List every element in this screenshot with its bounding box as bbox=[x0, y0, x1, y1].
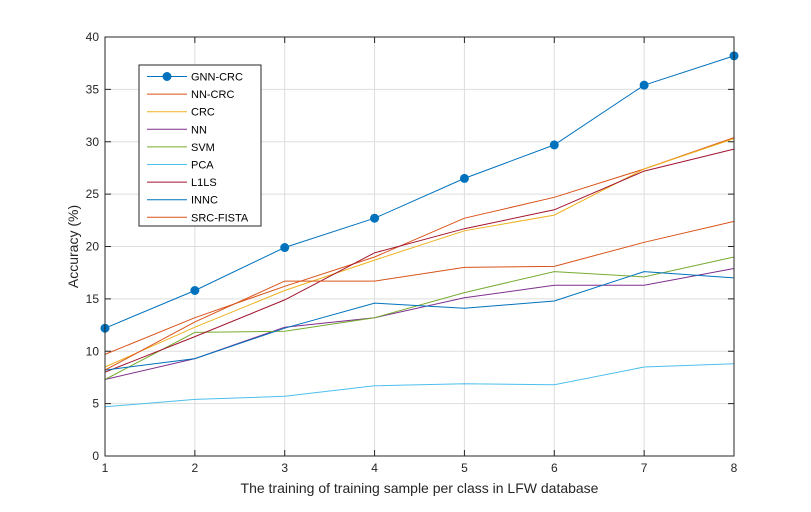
x-tick-label: 2 bbox=[192, 461, 199, 475]
legend-label-innc: INNC bbox=[191, 195, 218, 207]
y-tick-label: 30 bbox=[86, 135, 100, 149]
series-line-l1ls bbox=[104, 148, 735, 373]
legend-box bbox=[138, 64, 262, 227]
series-line-src-fista bbox=[104, 220, 735, 371]
legend-label-src-fista: SRC-FISTA bbox=[191, 212, 249, 224]
y-tick-label: 0 bbox=[92, 449, 99, 463]
x-tick-label: 8 bbox=[731, 461, 738, 475]
y-tick-label: 25 bbox=[86, 187, 100, 201]
x-tick-label: 3 bbox=[281, 461, 288, 475]
series-line-gnn-crc bbox=[104, 55, 735, 329]
x-tick-label: 6 bbox=[551, 461, 558, 475]
x-tick-label: 7 bbox=[641, 461, 648, 475]
data-point-gnn-crc bbox=[459, 173, 469, 183]
data-point-gnn-crc bbox=[280, 243, 290, 253]
legend: GNN-CRC NN-CRC CRC NN SVM PCA L1LS INNC SRC-FIST… bbox=[138, 64, 262, 227]
data-point-gnn-crc bbox=[639, 80, 649, 90]
x-tick-label: 1 bbox=[102, 461, 109, 475]
series-line-pca bbox=[104, 363, 735, 408]
x-tick-label: 5 bbox=[461, 461, 468, 475]
legend-label-svm: SVM bbox=[191, 142, 215, 154]
legend-label-l1ls: L1LS bbox=[191, 177, 217, 189]
y-axis-title: Accuracy (%) bbox=[65, 205, 81, 288]
y-tick-label: 20 bbox=[86, 240, 100, 254]
x-axis-ticks: 1 2 3 4 5 6 7 8 bbox=[102, 37, 738, 475]
legend-label-pca: PCA bbox=[191, 160, 214, 172]
x-tick-label: 4 bbox=[371, 461, 378, 475]
series-line-nn-crc bbox=[104, 137, 735, 355]
data-point-gnn-crc bbox=[549, 140, 559, 150]
series-line-innc bbox=[104, 271, 735, 371]
data-point-gnn-crc bbox=[370, 213, 380, 223]
data-point-gnn-crc bbox=[190, 285, 200, 295]
series-line-crc bbox=[104, 138, 735, 368]
y-axis-ticks: 0 5 10 15 20 25 30 35 40 bbox=[86, 30, 734, 463]
y-tick-label: 35 bbox=[86, 82, 100, 96]
y-tick-label: 40 bbox=[86, 30, 100, 44]
legend-label-nn-crc: NN-CRC bbox=[191, 89, 234, 101]
y-tick-label: 10 bbox=[86, 344, 100, 358]
x-axis-title: The training of training sample per clas… bbox=[241, 480, 599, 496]
legend-label-gnn-crc: GNN-CRC bbox=[191, 72, 243, 84]
y-tick-label: 5 bbox=[92, 397, 99, 411]
legend-label-nn: NN bbox=[191, 124, 207, 136]
legend-label-crc: CRC bbox=[191, 107, 215, 119]
y-tick-label: 15 bbox=[86, 292, 100, 306]
legend-marker-gnn-crc bbox=[162, 72, 172, 81]
